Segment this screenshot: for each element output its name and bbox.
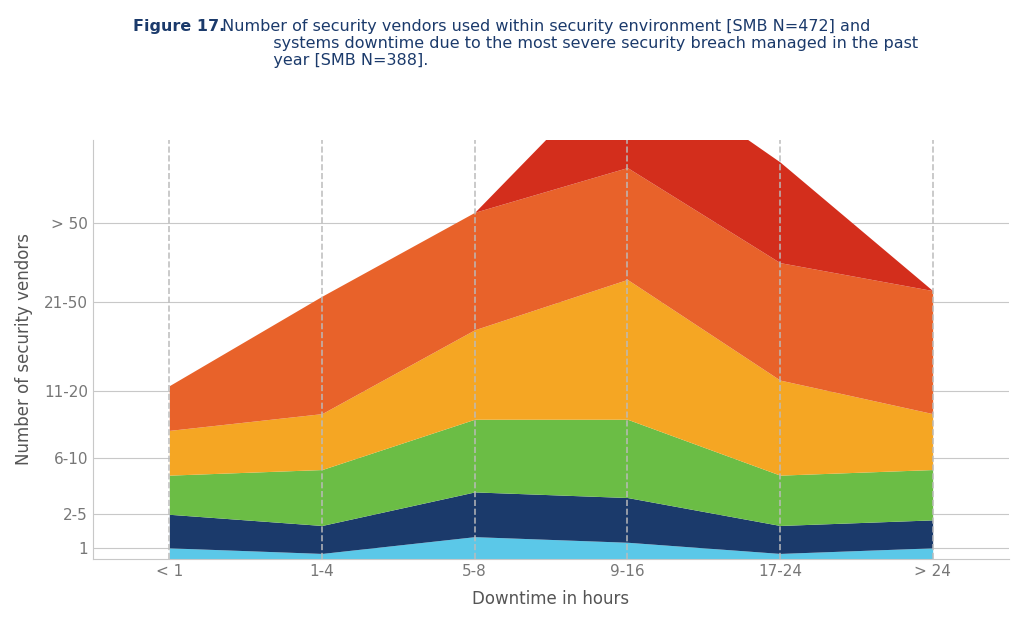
Y-axis label: Number of security vendors: Number of security vendors [15,234,33,465]
Text: Figure 17.: Figure 17. [133,19,225,34]
X-axis label: Downtime in hours: Downtime in hours [472,590,630,608]
Text: Number of security vendors used within security environment [SMB N=472] and
    : Number of security vendors used within s… [217,19,919,69]
